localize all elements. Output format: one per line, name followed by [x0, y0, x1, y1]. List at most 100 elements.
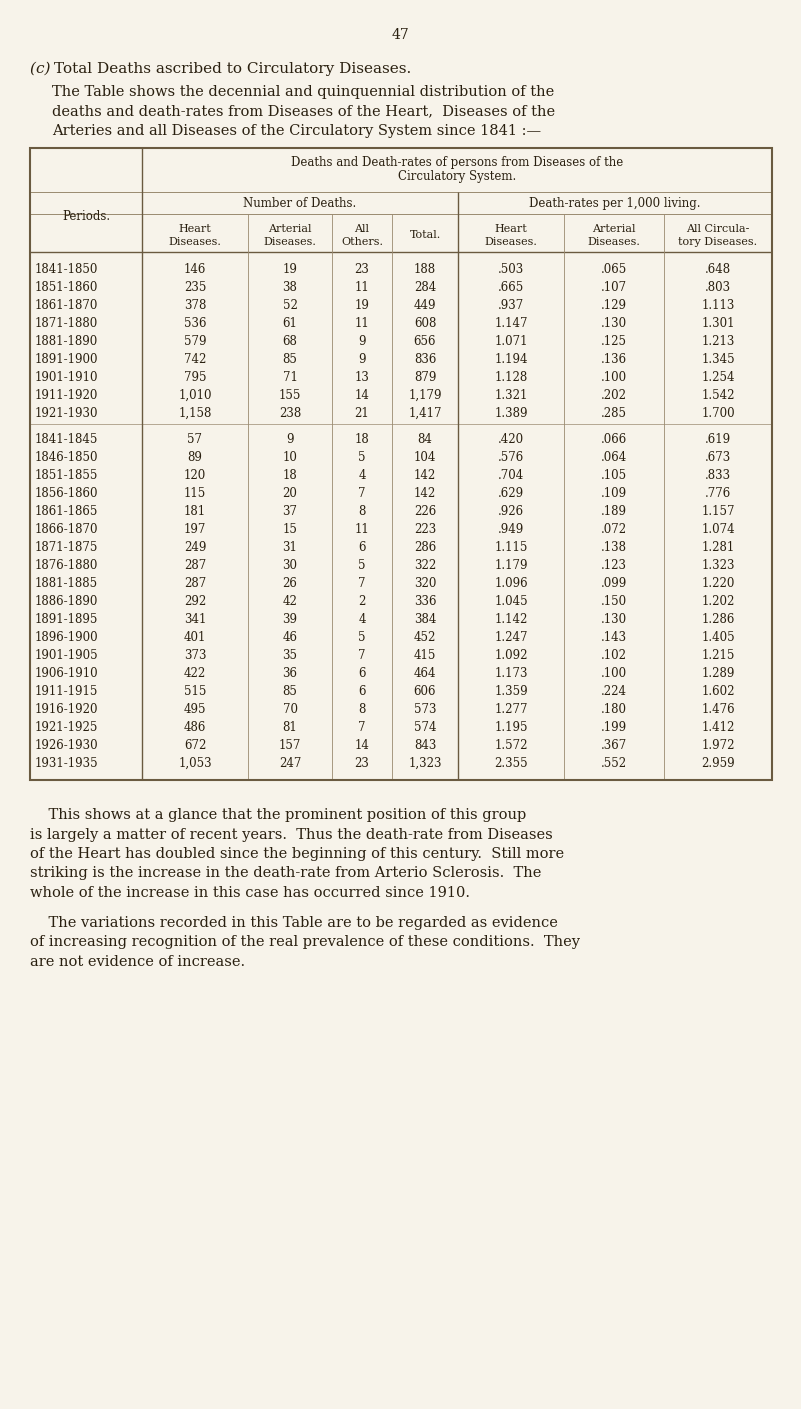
Text: 1.359: 1.359 — [494, 685, 528, 697]
Text: 19: 19 — [355, 299, 369, 311]
Text: 226: 226 — [414, 504, 436, 519]
Text: 1.972: 1.972 — [701, 738, 735, 752]
Text: of increasing recognition of the real prevalence of these conditions.  They: of increasing recognition of the real pr… — [30, 936, 580, 950]
Text: 14: 14 — [355, 738, 369, 752]
Text: 1871-1875: 1871-1875 — [35, 541, 99, 554]
Text: 6: 6 — [358, 685, 366, 697]
Text: Heart: Heart — [179, 224, 211, 234]
Text: 104: 104 — [414, 451, 437, 464]
Text: 89: 89 — [187, 451, 203, 464]
Text: 39: 39 — [283, 613, 297, 626]
Text: 656: 656 — [414, 335, 437, 348]
Text: .138: .138 — [601, 541, 627, 554]
Text: .107: .107 — [601, 280, 627, 294]
Text: Death-rates per 1,000 living.: Death-rates per 1,000 living. — [529, 197, 701, 210]
Text: 384: 384 — [414, 613, 437, 626]
Text: 5: 5 — [358, 559, 366, 572]
Text: 68: 68 — [283, 335, 297, 348]
Text: 373: 373 — [183, 650, 206, 662]
Text: 31: 31 — [283, 541, 297, 554]
Text: 8: 8 — [358, 504, 366, 519]
Text: Arterial: Arterial — [592, 224, 636, 234]
Text: 1.179: 1.179 — [494, 559, 528, 572]
Text: 1861-1870: 1861-1870 — [35, 299, 99, 311]
Text: .648: .648 — [705, 263, 731, 276]
Text: 9: 9 — [286, 433, 294, 447]
Text: 1921-1925: 1921-1925 — [35, 721, 99, 734]
Text: 1.602: 1.602 — [701, 685, 735, 697]
Text: 11: 11 — [355, 280, 369, 294]
Text: 188: 188 — [414, 263, 436, 276]
Text: .143: .143 — [601, 631, 627, 644]
Text: .367: .367 — [601, 738, 627, 752]
Text: 42: 42 — [283, 595, 297, 609]
Text: 795: 795 — [183, 371, 206, 385]
Text: 52: 52 — [283, 299, 297, 311]
Text: 1911-1920: 1911-1920 — [35, 389, 99, 402]
Text: Diseases.: Diseases. — [588, 237, 641, 247]
Text: 287: 287 — [184, 578, 206, 590]
Text: 21: 21 — [355, 407, 369, 420]
Text: 70: 70 — [283, 703, 297, 716]
Text: 1.281: 1.281 — [702, 541, 735, 554]
Text: 1.071: 1.071 — [494, 335, 528, 348]
Text: 23: 23 — [355, 757, 369, 769]
Text: 2: 2 — [358, 595, 366, 609]
Text: 1,053: 1,053 — [178, 757, 211, 769]
Text: 1.286: 1.286 — [702, 613, 735, 626]
Text: .064: .064 — [601, 451, 627, 464]
Text: .629: .629 — [498, 488, 524, 500]
Text: 574: 574 — [414, 721, 437, 734]
Text: .552: .552 — [601, 757, 627, 769]
Text: 1.542: 1.542 — [701, 389, 735, 402]
Text: 1931-1935: 1931-1935 — [35, 757, 99, 769]
Text: 1876-1880: 1876-1880 — [35, 559, 99, 572]
Text: Total Deaths ascribed to Circulatory Diseases.: Total Deaths ascribed to Circulatory Dis… — [54, 62, 411, 76]
Text: 2.355: 2.355 — [494, 757, 528, 769]
Text: 1851-1855: 1851-1855 — [35, 469, 99, 482]
Text: All: All — [355, 224, 369, 234]
Text: 18: 18 — [355, 433, 369, 447]
Text: 11: 11 — [355, 317, 369, 330]
Text: 284: 284 — [414, 280, 436, 294]
Text: 197: 197 — [183, 523, 206, 535]
Text: 1.096: 1.096 — [494, 578, 528, 590]
Text: 1901-1910: 1901-1910 — [35, 371, 99, 385]
Text: 1,179: 1,179 — [409, 389, 441, 402]
Text: 1.220: 1.220 — [702, 578, 735, 590]
Text: tory Diseases.: tory Diseases. — [678, 237, 758, 247]
Text: 142: 142 — [414, 469, 436, 482]
Text: 61: 61 — [283, 317, 297, 330]
Text: 13: 13 — [355, 371, 369, 385]
Text: Diseases.: Diseases. — [264, 237, 316, 247]
Text: 38: 38 — [283, 280, 297, 294]
Text: 85: 85 — [283, 685, 297, 697]
Text: .926: .926 — [498, 504, 524, 519]
Text: 608: 608 — [414, 317, 437, 330]
Text: .125: .125 — [601, 335, 627, 348]
Text: 515: 515 — [183, 685, 206, 697]
Text: .576: .576 — [498, 451, 524, 464]
Text: 401: 401 — [183, 631, 206, 644]
Text: 71: 71 — [283, 371, 297, 385]
Text: 15: 15 — [283, 523, 297, 535]
Text: 7: 7 — [358, 721, 366, 734]
Text: 14: 14 — [355, 389, 369, 402]
Text: 4: 4 — [358, 469, 366, 482]
Text: striking is the increase in the death-rate from Arterio Sclerosis.  The: striking is the increase in the death-ra… — [30, 867, 541, 881]
Text: 1926-1930: 1926-1930 — [35, 738, 99, 752]
Text: 18: 18 — [283, 469, 297, 482]
Text: 1.074: 1.074 — [701, 523, 735, 535]
Text: .123: .123 — [601, 559, 627, 572]
Text: 47: 47 — [392, 28, 409, 42]
Text: 155: 155 — [279, 389, 301, 402]
Text: .619: .619 — [705, 433, 731, 447]
Text: 286: 286 — [414, 541, 436, 554]
Text: 1861-1865: 1861-1865 — [35, 504, 99, 519]
Text: Arteries and all Diseases of the Circulatory System since 1841 :—: Arteries and all Diseases of the Circula… — [52, 124, 541, 138]
Text: Circulatory System.: Circulatory System. — [398, 170, 516, 183]
Text: 1.323: 1.323 — [701, 559, 735, 572]
Text: .100: .100 — [601, 371, 627, 385]
Text: 81: 81 — [283, 721, 297, 734]
Text: 742: 742 — [183, 354, 206, 366]
